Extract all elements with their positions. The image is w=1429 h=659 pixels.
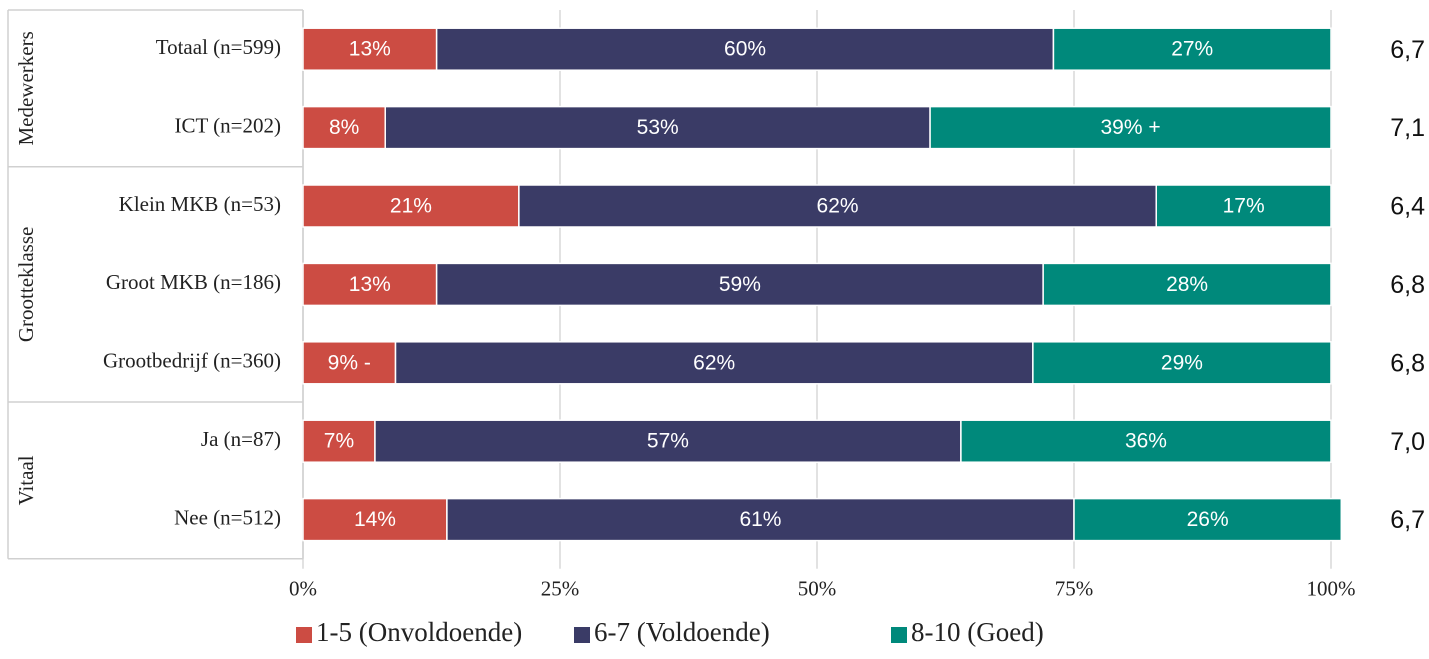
bar-segment xyxy=(1032,341,1332,385)
legend-label: 6-7 (Voldoende) xyxy=(594,617,770,647)
bar-segment xyxy=(960,419,1332,463)
value-label: 29% xyxy=(1161,351,1203,374)
category-label: Klein MKB (n=53) xyxy=(119,192,281,216)
bar-segment xyxy=(1042,262,1332,307)
value-label: 21% xyxy=(390,195,432,218)
bar-segment xyxy=(302,105,386,150)
category-label: Nee (n=512) xyxy=(174,505,281,529)
value-label: 36% xyxy=(1125,430,1167,453)
value-label: 39% + xyxy=(1100,116,1160,139)
value-label: 28% xyxy=(1166,273,1208,296)
average-label: 7,0 xyxy=(1390,428,1425,456)
legend-label: 1-5 (Onvoldoende) xyxy=(316,617,522,647)
average-label: 6,8 xyxy=(1390,271,1425,299)
value-label: 13% xyxy=(349,38,391,61)
average-label: 6,7 xyxy=(1390,506,1425,534)
bar-segment xyxy=(1155,184,1332,228)
value-label: 59% xyxy=(719,273,761,296)
value-label: 13% xyxy=(349,273,391,296)
value-label: 9% - xyxy=(328,351,371,374)
bar-segment xyxy=(446,497,1075,542)
legend-swatch xyxy=(891,627,907,643)
bar-segment xyxy=(302,27,438,71)
legend-swatch xyxy=(296,627,312,643)
value-label: 57% xyxy=(647,430,689,453)
value-label: 14% xyxy=(354,508,396,531)
average-label: 7,1 xyxy=(1390,114,1425,142)
x-tick-label: 50% xyxy=(798,577,837,601)
category-label: Grootbedrijf (n=360) xyxy=(103,349,281,373)
value-label: 8% xyxy=(329,116,359,139)
bar-segment xyxy=(302,184,520,228)
x-tick-label: 25% xyxy=(541,577,580,601)
legend-swatch xyxy=(574,627,590,643)
bar-segment xyxy=(1052,27,1332,71)
bar-segment xyxy=(384,105,931,150)
bar-segment xyxy=(435,262,1044,307)
value-label: 62% xyxy=(817,195,859,218)
bar-segment xyxy=(302,262,438,307)
group-label: Vitaal xyxy=(14,455,38,505)
group-label: Medewerkers xyxy=(14,31,38,145)
bar-segment xyxy=(394,341,1034,385)
bar-segment xyxy=(374,419,962,463)
x-tick-label: 100% xyxy=(1307,577,1356,601)
value-label: 62% xyxy=(693,351,735,374)
average-label: 6,8 xyxy=(1390,349,1425,377)
x-tick-label: 0% xyxy=(289,577,317,601)
bar-segment xyxy=(302,497,448,542)
value-label: 17% xyxy=(1223,195,1265,218)
value-label: 7% xyxy=(324,430,354,453)
value-label: 60% xyxy=(724,38,766,61)
average-label: 6,7 xyxy=(1390,36,1425,64)
category-label: Ja (n=87) xyxy=(201,427,281,451)
value-label: 27% xyxy=(1171,38,1213,61)
bar-segment xyxy=(302,341,397,385)
legend-label: 8-10 (Goed) xyxy=(911,617,1044,647)
category-label: Groot MKB (n=186) xyxy=(106,270,281,294)
x-tick-label: 75% xyxy=(1055,577,1094,601)
value-label: 26% xyxy=(1187,508,1229,531)
category-label: ICT (n=202) xyxy=(174,113,281,137)
category-label: Totaal (n=599) xyxy=(156,35,281,59)
bar-segment xyxy=(929,105,1332,150)
group-label: Grootteklasse xyxy=(14,227,38,342)
value-label: 61% xyxy=(739,508,781,531)
value-label: 53% xyxy=(637,116,679,139)
bar-segment xyxy=(435,27,1055,71)
bar-segment xyxy=(302,419,376,463)
average-label: 6,4 xyxy=(1390,193,1425,221)
bar-segment xyxy=(1073,497,1343,542)
